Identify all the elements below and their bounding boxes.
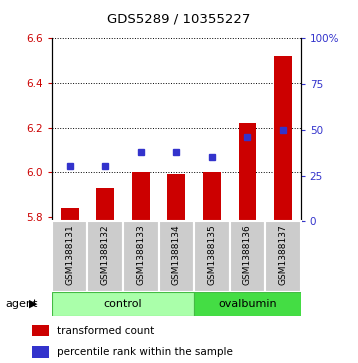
Text: GSM1388137: GSM1388137 xyxy=(279,224,287,285)
Bar xyxy=(203,172,221,221)
Bar xyxy=(32,325,49,337)
Text: ovalbumin: ovalbumin xyxy=(218,299,277,309)
Bar xyxy=(132,172,150,221)
FancyBboxPatch shape xyxy=(52,221,87,292)
Text: ▶: ▶ xyxy=(29,299,37,309)
Text: GSM1388131: GSM1388131 xyxy=(65,224,74,285)
Text: percentile rank within the sample: percentile rank within the sample xyxy=(57,347,233,357)
FancyBboxPatch shape xyxy=(194,221,229,292)
FancyBboxPatch shape xyxy=(265,221,301,292)
Text: GSM1388135: GSM1388135 xyxy=(207,224,216,285)
Text: GSM1388136: GSM1388136 xyxy=(243,224,252,285)
FancyBboxPatch shape xyxy=(159,221,194,292)
FancyBboxPatch shape xyxy=(52,292,194,316)
Text: GSM1388134: GSM1388134 xyxy=(172,224,181,285)
FancyBboxPatch shape xyxy=(123,221,159,292)
Bar xyxy=(238,123,256,221)
Bar xyxy=(168,175,185,221)
Bar xyxy=(274,56,292,221)
Bar xyxy=(96,188,114,221)
Text: transformed count: transformed count xyxy=(57,326,154,335)
Text: GSM1388132: GSM1388132 xyxy=(101,224,110,285)
FancyBboxPatch shape xyxy=(87,221,123,292)
Text: GSM1388133: GSM1388133 xyxy=(136,224,145,285)
Text: control: control xyxy=(104,299,142,309)
FancyBboxPatch shape xyxy=(194,292,301,316)
Text: GDS5289 / 10355227: GDS5289 / 10355227 xyxy=(107,13,251,26)
Bar xyxy=(61,208,78,221)
FancyBboxPatch shape xyxy=(230,221,265,292)
Bar xyxy=(32,346,49,358)
Text: agent: agent xyxy=(5,299,38,309)
